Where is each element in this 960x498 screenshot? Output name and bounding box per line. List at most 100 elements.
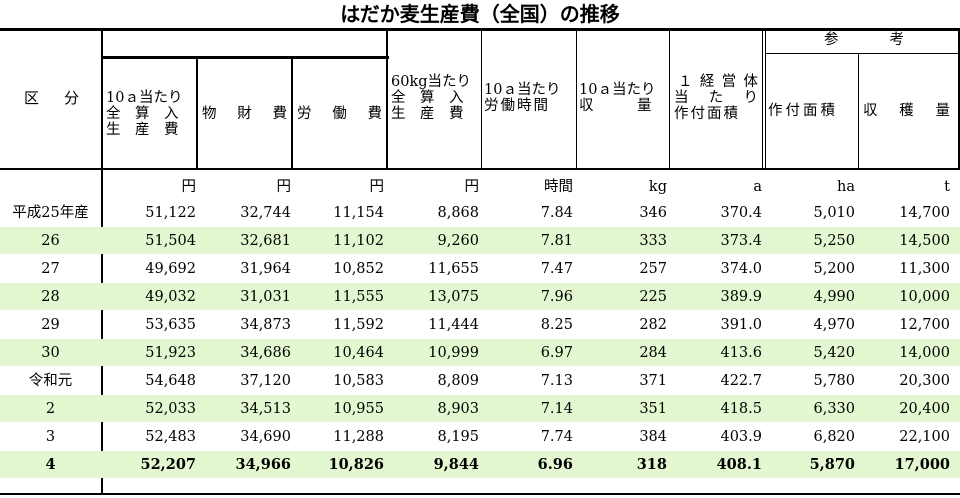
header-line: 生 産 費	[391, 106, 464, 122]
col-rule	[958, 28, 960, 168]
table-cell: 8,195	[437, 429, 479, 445]
table-cell: 11,288	[333, 429, 384, 445]
header-sakutsuke-per-farm: １ 経 営 体 当 た り 作付面積	[670, 28, 762, 168]
table-cell: 22,100	[899, 429, 950, 445]
row-label: 27	[41, 261, 60, 277]
header-char: た	[708, 90, 724, 106]
table-cell: 37,120	[240, 373, 291, 389]
row-label: 平成25年産	[12, 205, 89, 221]
row-label: 2	[45, 401, 56, 417]
table-cell: 371	[639, 373, 667, 389]
cost-table: 区 分 10ａ当たり 全 算 入 生 産 費 物 財 費 労 働 費 60kg当…	[0, 28, 960, 498]
table-cell: 49,692	[145, 261, 196, 277]
header-zensan-10a: 10ａ当たり 全 算 入 生 産 費	[103, 59, 196, 168]
row-label: 令和元	[28, 373, 73, 389]
table-cell: 34,686	[240, 345, 291, 361]
table-cell: 282	[639, 317, 667, 333]
table-cell: 11,102	[333, 233, 384, 249]
unit-label: 時間	[544, 179, 573, 195]
table-cell: 52,033	[145, 401, 196, 417]
table-cell: 384	[639, 429, 667, 445]
table-cell: 14,500	[899, 233, 950, 249]
table-cell: 374.0	[720, 261, 762, 277]
row-label: 3	[45, 429, 56, 445]
header-line: 全 算 入	[391, 90, 464, 106]
header-sanko: 参 考	[766, 28, 958, 53]
row-highlight	[0, 395, 960, 422]
header-char: 考	[889, 32, 905, 48]
row-highlight	[0, 339, 960, 366]
col-rule	[669, 28, 670, 168]
header-line: 10ａ当たり	[106, 89, 183, 106]
table-cell: 32,681	[240, 233, 291, 249]
table-cell: 11,444	[428, 317, 479, 333]
header-sakutsuke-menseki: 作付面積	[766, 54, 858, 168]
header-char: 収	[863, 103, 878, 119]
table-cell: 389.9	[720, 289, 762, 305]
header-char: 費	[272, 105, 288, 122]
table-cell: 391.0	[720, 317, 762, 333]
header-char: 経	[699, 74, 715, 90]
table-cell: 4,990	[813, 289, 855, 305]
bottom-rule	[0, 493, 960, 495]
table-cell: 225	[639, 289, 667, 305]
col-rule	[196, 58, 198, 168]
sanko-underline	[766, 53, 960, 54]
table-cell: 11,555	[333, 289, 384, 305]
kubun-char: 分	[63, 89, 79, 107]
col-rule	[576, 28, 577, 168]
unit-label: ha	[837, 179, 855, 195]
header-char: 労	[297, 105, 312, 122]
table-cell: 5,780	[813, 373, 855, 389]
header-line: 10ａ当たり	[484, 82, 561, 98]
table-cell: 7.74	[540, 429, 573, 445]
table-cell: 32,744	[240, 205, 291, 221]
table-cell: 418.5	[720, 401, 762, 417]
row-label: 29	[41, 317, 60, 333]
header-char: 営	[721, 74, 737, 90]
table-cell: 52,483	[145, 429, 196, 445]
header-char: １	[678, 74, 693, 90]
table-cell: 14,700	[899, 205, 950, 221]
table-cell: 34,513	[240, 401, 291, 417]
table-cell: 370.4	[720, 205, 762, 221]
table-cell: 8,903	[437, 401, 479, 417]
header-zensan-60kg: 60kg当たり 全 算 入 生 産 費	[388, 28, 481, 168]
table-cell: 10,852	[333, 261, 384, 277]
header-shuryo: 10ａ当たり 収 量	[577, 28, 669, 168]
table-cell: 8,868	[437, 205, 479, 221]
table-cell: 6.96	[537, 456, 573, 473]
table-cell: 17,000	[894, 456, 951, 473]
header-line: 10ａ当たり	[579, 82, 656, 98]
table-cell: 54,648	[145, 373, 196, 389]
header-rodojikan: 10ａ当たり 労働時間	[482, 28, 576, 168]
table-cell: 14,000	[899, 345, 950, 361]
table-cell: 408.1	[716, 456, 762, 473]
table-cell: 11,655	[428, 261, 479, 277]
header-char: 物	[202, 105, 217, 122]
unit-label: 円	[181, 179, 197, 195]
col-rule	[765, 28, 766, 168]
row-highlight	[0, 283, 960, 310]
header-line: 全 算 入	[106, 105, 179, 122]
header-kubun: 区 分	[0, 28, 101, 168]
table-cell: 52,207	[140, 456, 197, 473]
table-cell: 4,970	[813, 317, 855, 333]
row-label: 26	[41, 233, 60, 249]
table-cell: 20,400	[899, 401, 950, 417]
table-cell: 7.84	[540, 205, 573, 221]
header-line: 60kg当たり	[391, 74, 472, 90]
header-line: 生 産 費	[106, 121, 179, 138]
table-cell: 31,964	[240, 261, 291, 277]
row-label: 4	[45, 456, 56, 473]
group-rule	[101, 56, 389, 59]
header-line: 収 量	[579, 98, 652, 114]
top-rule	[0, 28, 960, 31]
table-cell: 11,300	[899, 261, 950, 277]
col-rule	[858, 53, 859, 168]
header-char: 財	[237, 105, 252, 122]
table-cell: 6,820	[813, 429, 855, 445]
table-cell: 5,010	[813, 205, 855, 221]
table-cell: 10,583	[333, 373, 384, 389]
header-char: 体	[743, 74, 758, 90]
